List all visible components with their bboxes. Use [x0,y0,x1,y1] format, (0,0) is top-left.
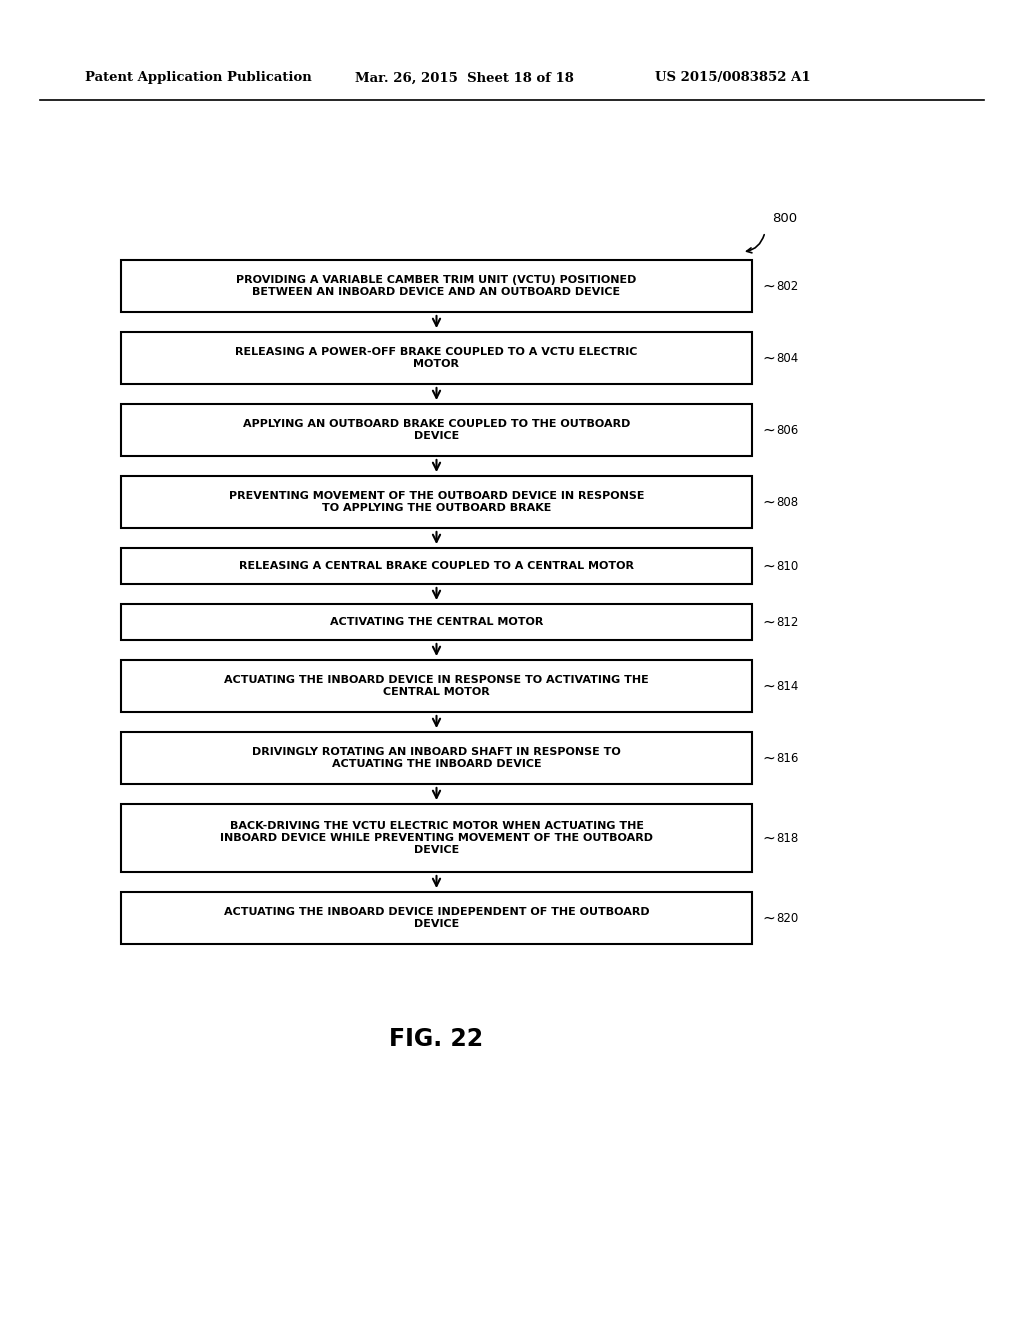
Text: 804: 804 [776,351,799,364]
Text: RELEASING A CENTRAL BRAKE COUPLED TO A CENTRAL MOTOR: RELEASING A CENTRAL BRAKE COUPLED TO A C… [239,561,634,572]
Text: APPLYING AN OUTBOARD BRAKE COUPLED TO THE OUTBOARD
DEVICE: APPLYING AN OUTBOARD BRAKE COUPLED TO TH… [243,418,630,441]
Text: 802: 802 [776,280,799,293]
Bar [121,404,752,455]
Text: ~: ~ [762,751,775,766]
Text: 816: 816 [776,751,799,764]
Bar [121,733,752,784]
Text: ~: ~ [762,422,775,437]
Text: 814: 814 [776,680,799,693]
Bar [121,605,752,640]
Text: ACTUATING THE INBOARD DEVICE INDEPENDENT OF THE OUTBOARD
DEVICE: ACTUATING THE INBOARD DEVICE INDEPENDENT… [223,907,649,929]
Text: Mar. 26, 2015  Sheet 18 of 18: Mar. 26, 2015 Sheet 18 of 18 [355,71,573,84]
Text: ACTIVATING THE CENTRAL MOTOR: ACTIVATING THE CENTRAL MOTOR [330,616,543,627]
Text: 800: 800 [772,211,797,224]
Bar [121,892,752,944]
Text: Patent Application Publication: Patent Application Publication [85,71,311,84]
Bar [121,477,752,528]
Text: 818: 818 [776,832,799,845]
Bar [121,548,752,583]
Text: PREVENTING MOVEMENT OF THE OUTBOARD DEVICE IN RESPONSE
TO APPLYING THE OUTBOARD : PREVENTING MOVEMENT OF THE OUTBOARD DEVI… [228,491,644,513]
Bar [121,260,752,312]
Text: 812: 812 [776,615,799,628]
FancyArrowPatch shape [746,235,764,253]
Text: PROVIDING A VARIABLE CAMBER TRIM UNIT (VCTU) POSITIONED
BETWEEN AN INBOARD DEVIC: PROVIDING A VARIABLE CAMBER TRIM UNIT (V… [237,275,637,297]
Bar [121,660,752,711]
Text: ~: ~ [762,495,775,510]
Text: ~: ~ [762,615,775,630]
Text: ~: ~ [762,678,775,693]
Text: 808: 808 [776,495,798,508]
Text: ACTUATING THE INBOARD DEVICE IN RESPONSE TO ACTIVATING THE
CENTRAL MOTOR: ACTUATING THE INBOARD DEVICE IN RESPONSE… [224,675,649,697]
Bar [121,804,752,873]
Text: DRIVINGLY ROTATING AN INBOARD SHAFT IN RESPONSE TO
ACTUATING THE INBOARD DEVICE: DRIVINGLY ROTATING AN INBOARD SHAFT IN R… [252,747,621,770]
Text: BACK-DRIVING THE VCTU ELECTRIC MOTOR WHEN ACTUATING THE
INBOARD DEVICE WHILE PRE: BACK-DRIVING THE VCTU ELECTRIC MOTOR WHE… [220,821,653,855]
Text: ~: ~ [762,830,775,846]
Text: 810: 810 [776,560,799,573]
Text: 820: 820 [776,912,799,924]
Text: US 2015/0083852 A1: US 2015/0083852 A1 [655,71,811,84]
Text: 806: 806 [776,424,799,437]
Text: ~: ~ [762,351,775,366]
Text: ~: ~ [762,558,775,573]
Bar [121,333,752,384]
Text: RELEASING A POWER-OFF BRAKE COUPLED TO A VCTU ELECTRIC
MOTOR: RELEASING A POWER-OFF BRAKE COUPLED TO A… [236,347,638,370]
Text: FIG. 22: FIG. 22 [389,1027,483,1051]
Text: ~: ~ [762,911,775,925]
Text: ~: ~ [762,279,775,293]
